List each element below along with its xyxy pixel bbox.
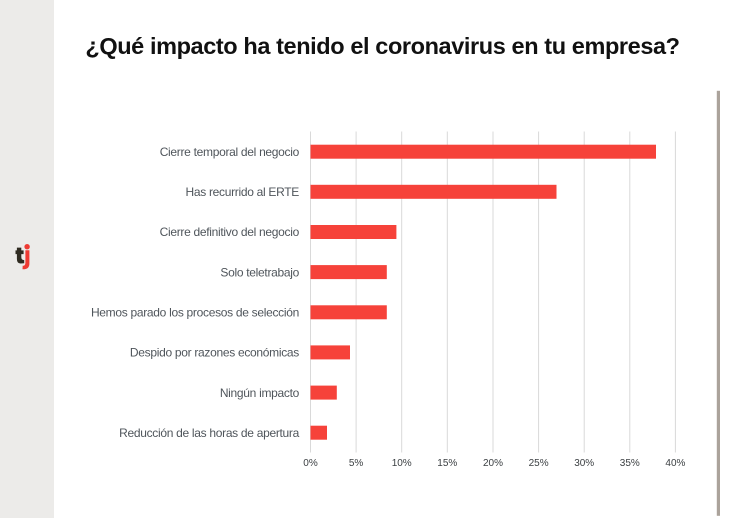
svg-text:Ningún impacto: Ningún impacto — [220, 386, 300, 400]
svg-text:30%: 30% — [574, 458, 594, 469]
svg-text:Cierre definitivo del negocio: Cierre definitivo del negocio — [160, 225, 300, 239]
svg-text:Hemos parado los procesos de s: Hemos parado los procesos de selección — [91, 306, 299, 320]
svg-text:Has recurrido al ERTE: Has recurrido al ERTE — [185, 185, 299, 199]
svg-text:Cierre temporal del negocio: Cierre temporal del negocio — [160, 145, 300, 159]
svg-text:5%: 5% — [349, 458, 364, 469]
svg-text:15%: 15% — [437, 458, 457, 469]
svg-text:25%: 25% — [529, 458, 549, 469]
svg-text:40%: 40% — [665, 458, 685, 469]
svg-text:Reducción de las horas de aper: Reducción de las horas de apertura — [119, 426, 300, 440]
svg-text:10%: 10% — [392, 458, 412, 469]
svg-text:Despido por razones económicas: Despido por razones económicas — [130, 346, 299, 360]
svg-text:20%: 20% — [483, 458, 503, 469]
svg-text:0%: 0% — [303, 458, 318, 469]
svg-text:Solo teletrabajo: Solo teletrabajo — [220, 265, 299, 279]
svg-text:35%: 35% — [620, 458, 640, 469]
